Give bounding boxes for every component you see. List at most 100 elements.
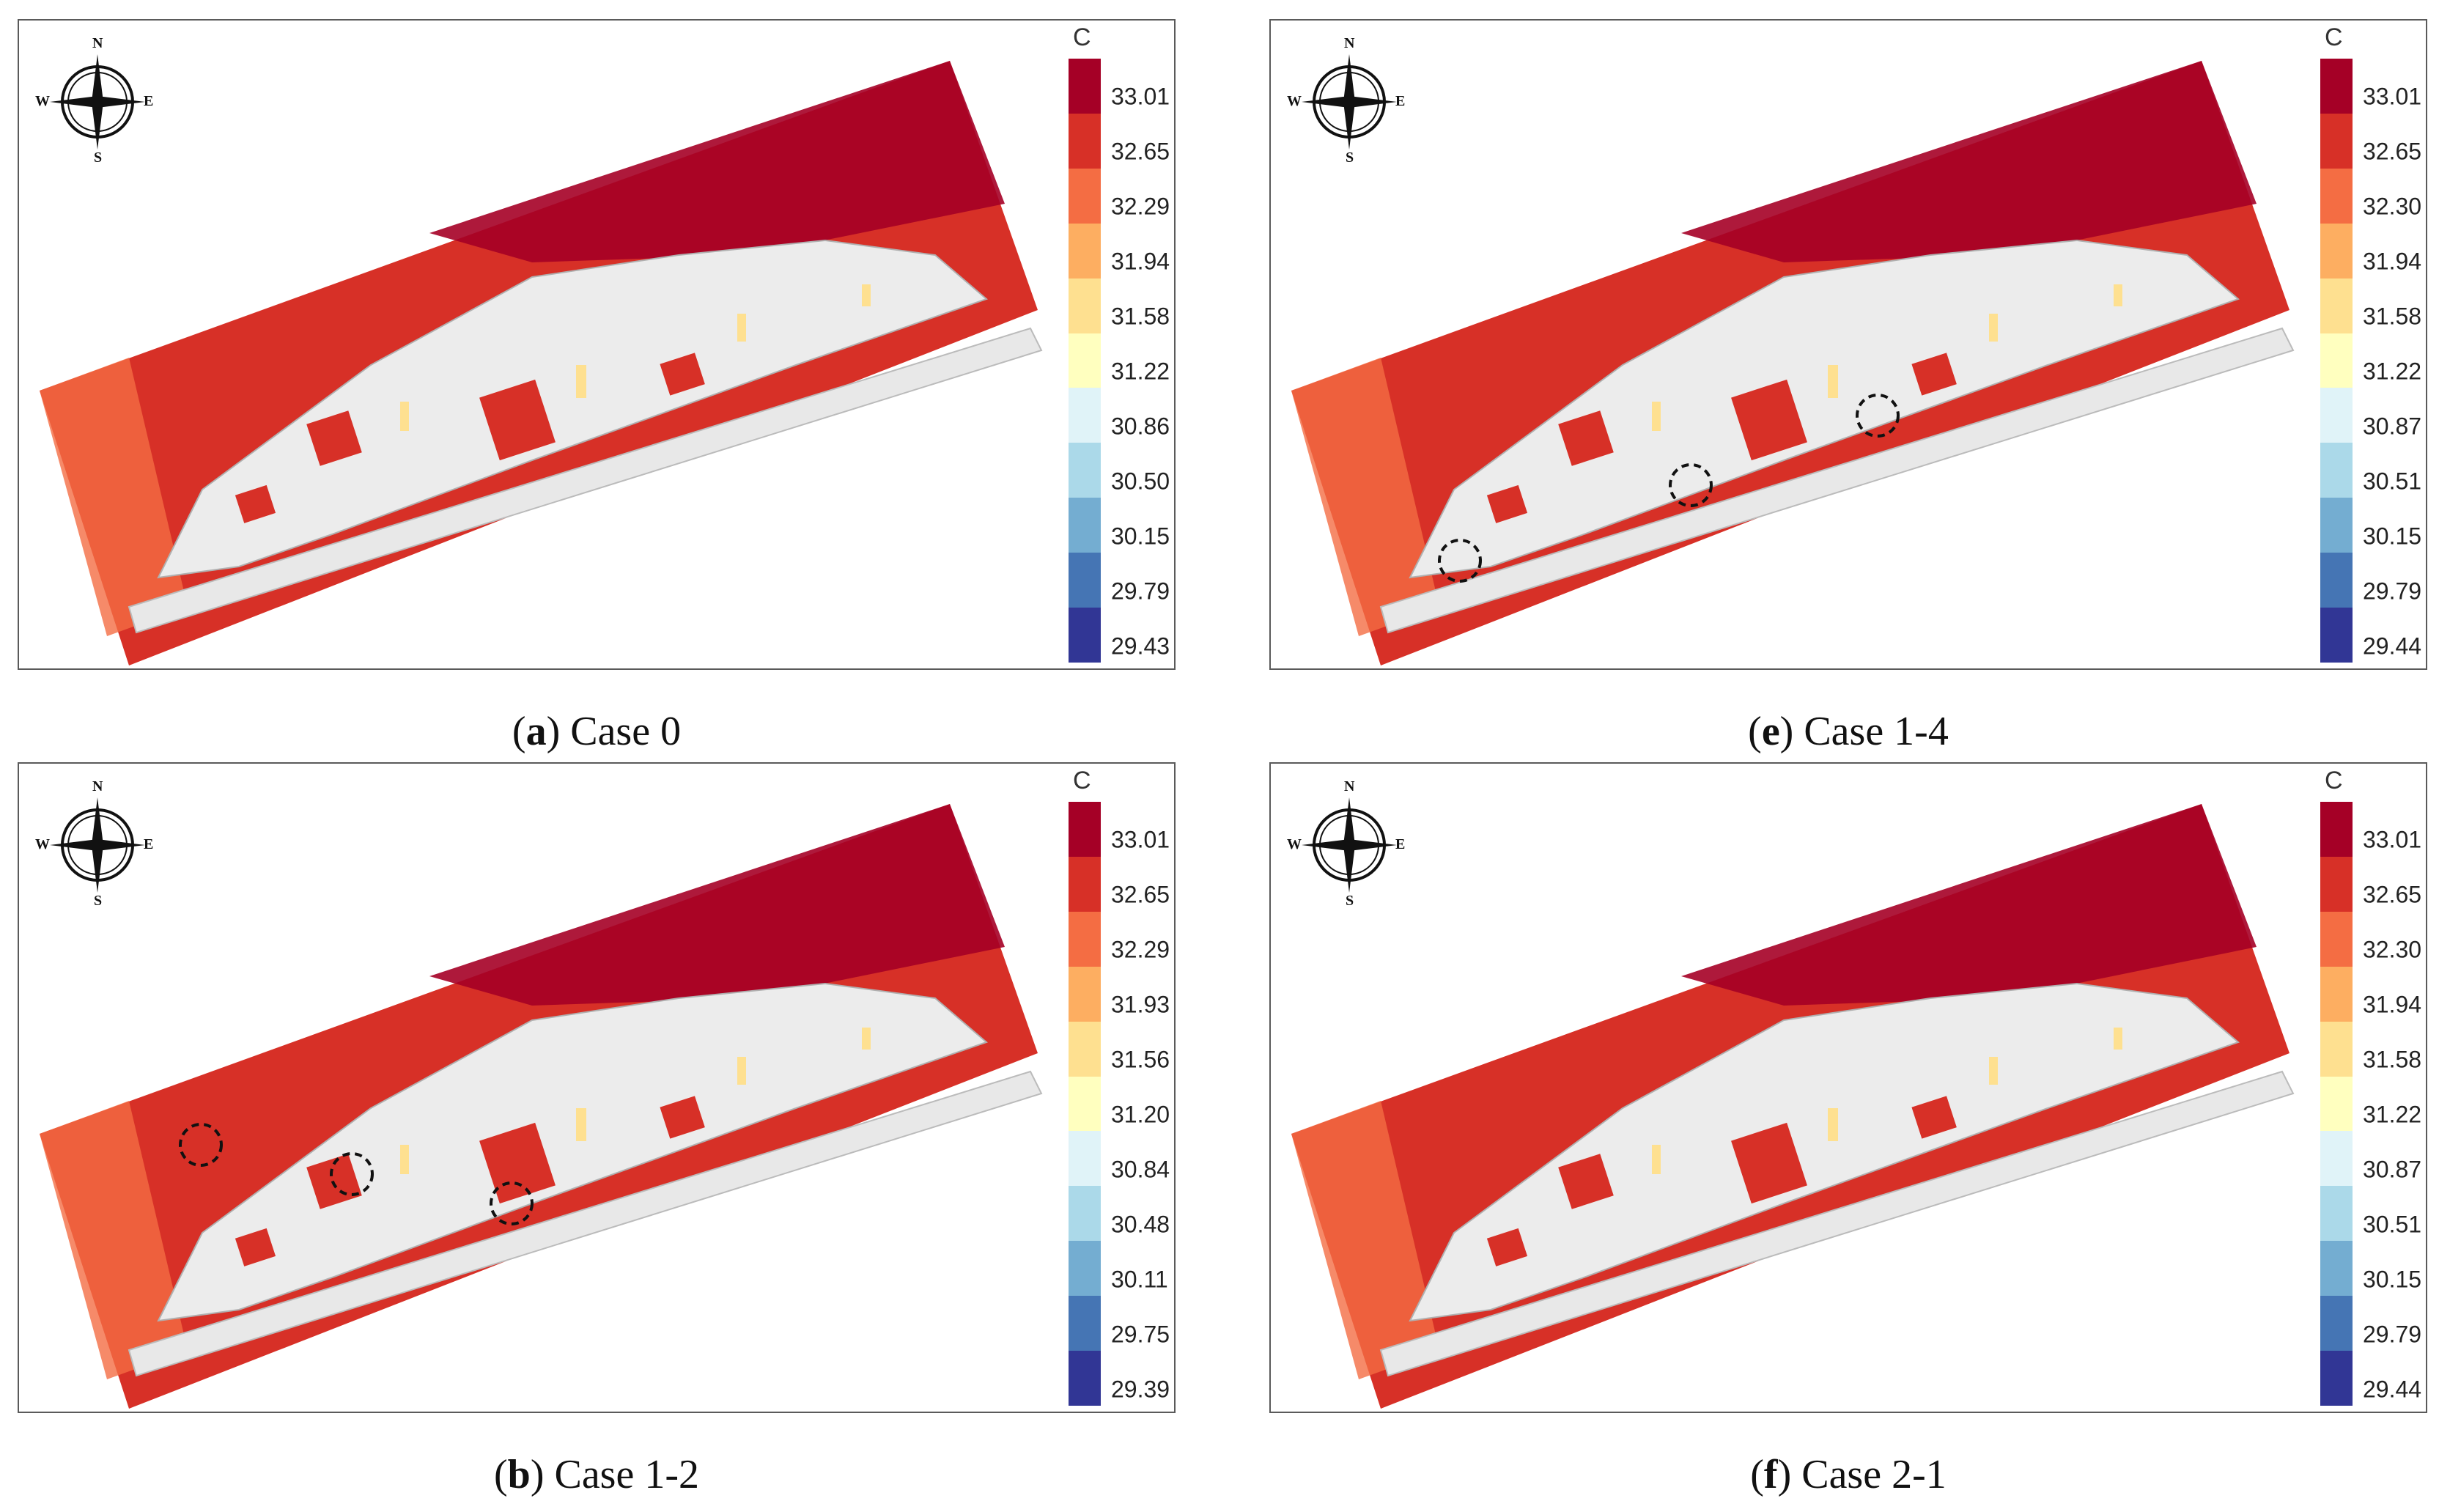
temperature-map [1291,61,2295,665]
map-frame: N S E W C 33.01 32.65 32.29 31.94 31.58 31.22… [18,19,1176,670]
hot-zone-north [429,804,1005,1006]
compass-rose: N S E W [35,35,160,166]
warm-zone-west [1291,1101,1439,1379]
colorbar-tick-label: 30.11 [1111,1266,1168,1293]
colorbar-tick-label: 31.56 [1111,1046,1170,1073]
colorbar-tick-label: 33.01 [2363,826,2422,853]
heat-patches [1486,1096,1957,1266]
colorbar-tick-label: 32.65 [2363,138,2422,165]
colorbar-unit: C [2325,767,2343,794]
compass-south-label: S [1346,150,1354,166]
heat-patches [235,1096,705,1266]
panel-caption: (b) Case 1-2 [494,1452,699,1497]
caption-letter: f [1763,1452,1778,1497]
colorbar-band [2320,443,2353,498]
colorbar-band [2320,168,2353,224]
colorbar-unit: C [1073,767,1091,794]
warm-zone-west [40,1101,188,1379]
map-frame: N S E W C 33.01 32.65 32.29 31.93 31.56 31.20… [18,762,1176,1413]
colorbar-band [1069,1296,1101,1351]
cool-flecks [1652,1028,2122,1174]
colorbar-band [1069,1021,1101,1077]
colorbar [1069,59,1101,663]
colorbar-tick-label: 32.65 [1111,138,1170,165]
colorbar-band [2320,498,2353,553]
colorbar-tick-label: 31.22 [2363,358,2422,385]
intervention-marker [330,1152,374,1196]
panel-caption: (f) Case 2-1 [1750,1452,1947,1497]
colorbar-band [2320,1296,2353,1351]
building-blocks [157,982,988,1322]
colorbar-band [2320,1021,2353,1077]
intervention-marker [490,1181,534,1225]
colorbar-tick-label: 30.51 [2363,1211,2422,1238]
map-frame: N S E W C 33.01 32.65 32.30 31.94 31.58 31.22… [1269,19,2427,670]
hot-zone-north [429,61,1005,262]
map-frame: N S E W C 33.01 32.65 32.30 31.94 31.58 31.22… [1269,762,2427,1413]
colorbar-unit: C [2325,23,2343,51]
compass-north-label: N [1344,778,1355,794]
colorbar-band [1069,498,1101,553]
colorbar-band [1069,802,1101,857]
colorbar [2320,802,2353,1406]
colorbar-tick-label: 31.20 [1111,1101,1170,1128]
colorbar-band [1069,966,1101,1022]
compass-rose: N S E W [35,778,160,909]
colorbar-band [1069,443,1101,498]
caption-text: Case 2-1 [1791,1452,1947,1497]
compass-south-label: S [94,893,103,909]
colorbar-tick-label: 29.43 [1111,633,1170,660]
map-panel-e: N S E W C 33.01 32.65 32.30 31.94 31.58 31.22… [1269,19,2439,759]
colorbar-band [1069,553,1101,608]
colorbar-ticks: 33.01 32.65 32.29 31.94 31.58 31.22 30.86 30.50… [1111,59,1184,663]
colorbar-band [2320,278,2353,333]
compass-icon [1302,797,1397,893]
colorbar [1069,802,1101,1406]
caption-text: Case 1-2 [544,1452,699,1497]
cool-flecks [1652,284,2122,431]
colorbar-band [1069,59,1101,114]
colorbar-tick-label: 30.15 [2363,523,2422,550]
main-road [128,327,1043,634]
colorbar-tick-label: 31.94 [1111,248,1170,275]
intervention-marker [1438,539,1482,583]
caption-letter: a [525,709,547,754]
colorbar-band [2320,1241,2353,1297]
warm-zone-west [40,358,188,636]
heat-patches [235,353,705,523]
colorbar-band [2320,608,2353,663]
colorbar-tick-label: 31.94 [2363,248,2422,275]
colorbar-ticks: 33.01 32.65 32.29 31.93 31.56 31.20 30.84 30.48… [1111,802,1184,1406]
colorbar-tick-label: 30.15 [2363,1266,2422,1293]
colorbar-tick-label: 29.44 [2363,1376,2422,1403]
compass-west-label: W [35,836,50,852]
compass-north-label: N [1344,35,1355,51]
colorbar-tick-label: 29.79 [2363,578,2422,605]
marker-layer [1438,394,1900,583]
colorbar-band [1069,168,1101,224]
colorbar-band [1069,333,1101,388]
compass-west-label: W [1287,836,1302,852]
cool-flecks [400,284,871,431]
colorbar-band [2320,1076,2353,1132]
compass-north-label: N [92,35,103,51]
compass-north-label: N [92,778,103,794]
colorbar-tick-label: 31.58 [2363,1046,2422,1073]
temperature-map [40,61,1043,665]
caption-text: Case 0 [560,709,682,754]
caption-letter: b [507,1452,531,1497]
colorbar-band [1069,1186,1101,1242]
building-blocks [1409,239,2240,579]
colorbar-ticks: 33.01 32.65 32.30 31.94 31.58 31.22 30.87 30.51… [2363,59,2436,663]
colorbar-band [2320,1131,2353,1187]
colorbar-tick-label: 29.39 [1111,1376,1170,1403]
map-panel-b: N S E W C 33.01 32.65 32.29 31.93 31.56 31.20… [18,762,1220,1502]
colorbar-band [1069,278,1101,333]
colorbar-tick-label: 32.30 [2363,936,2422,963]
building-blocks [1409,982,2240,1322]
colorbar-band [2320,333,2353,388]
colorbar-tick-label: 31.22 [1111,358,1170,385]
colorbar-tick-label: 29.79 [1111,578,1170,605]
colorbar-band [1069,1241,1101,1297]
colorbar-band [2320,553,2353,608]
